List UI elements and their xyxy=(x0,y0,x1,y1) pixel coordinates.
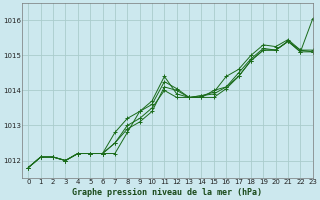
X-axis label: Graphe pression niveau de la mer (hPa): Graphe pression niveau de la mer (hPa) xyxy=(72,188,262,197)
